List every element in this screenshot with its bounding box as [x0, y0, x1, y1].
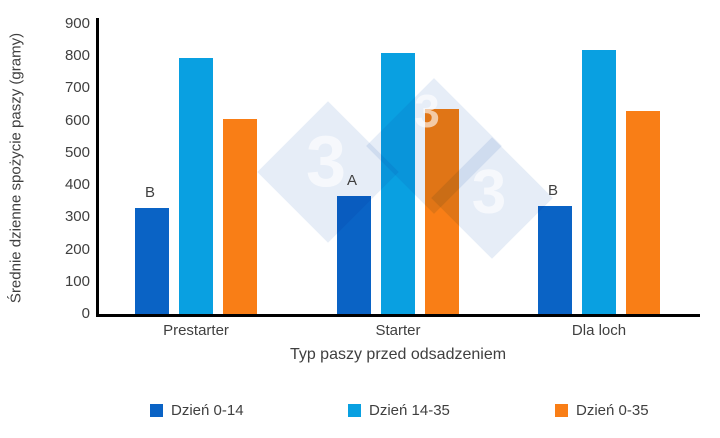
- x-category-label-dla-loch: Dla loch: [571, 322, 627, 339]
- legend-label: Dzień 0-14: [171, 402, 244, 419]
- legend-swatch-icon: [555, 404, 568, 417]
- y-tick-label-500: 500: [64, 143, 90, 161]
- legend-label: Dzień 0-35: [576, 402, 649, 419]
- legend-item-1: Dzień 0-14: [150, 402, 244, 419]
- legend-item-3: Dzień 0-35: [555, 402, 649, 419]
- x-category-label-starter: Starter: [375, 322, 421, 339]
- y-tick-label-100: 100: [64, 272, 90, 290]
- y-tick-label-400: 400: [64, 176, 90, 194]
- bar-prestarter-series-2: [179, 57, 213, 314]
- significance-letter-a: A: [346, 172, 358, 190]
- bar-dla-loch-series-3: [626, 111, 660, 314]
- y-tick-label-800: 800: [64, 47, 90, 65]
- y-axis-line: [96, 18, 99, 317]
- x-axis-line: [96, 314, 700, 317]
- bar-prestarter-series-3: [223, 119, 257, 314]
- legend-swatch-icon: [150, 404, 163, 417]
- y-tick-label-300: 300: [64, 208, 90, 226]
- y-tick-label-0: 0: [81, 305, 90, 322]
- bar-dla-loch-series-2: [582, 49, 616, 314]
- watermark-digit-3: 3: [471, 158, 507, 227]
- bar-dla-loch-series-1: [538, 206, 572, 314]
- watermark-digit-2: 3: [414, 85, 440, 137]
- watermark-digit-1: 3: [305, 122, 347, 202]
- y-tick-label-200: 200: [64, 240, 90, 258]
- significance-letter-b: B: [144, 183, 156, 201]
- legend-swatch-icon: [348, 404, 361, 417]
- x-axis-title: Typ paszy przed odsadzeniem: [289, 346, 507, 363]
- legend-item-2: Dzień 14-35: [348, 402, 450, 419]
- legend-label: Dzień 14-35: [369, 402, 450, 419]
- bar-prestarter-series-1: [135, 207, 169, 314]
- y-tick-label-900: 900: [64, 15, 90, 32]
- y-tick-label-700: 700: [64, 79, 90, 97]
- significance-letter-b: B: [547, 182, 559, 200]
- x-category-label-prestarter: Prestarter: [163, 322, 229, 339]
- y-tick-label-600: 600: [64, 111, 90, 129]
- y-axis-title: Średnie dzienne spożycie paszy (gramy): [7, 32, 25, 304]
